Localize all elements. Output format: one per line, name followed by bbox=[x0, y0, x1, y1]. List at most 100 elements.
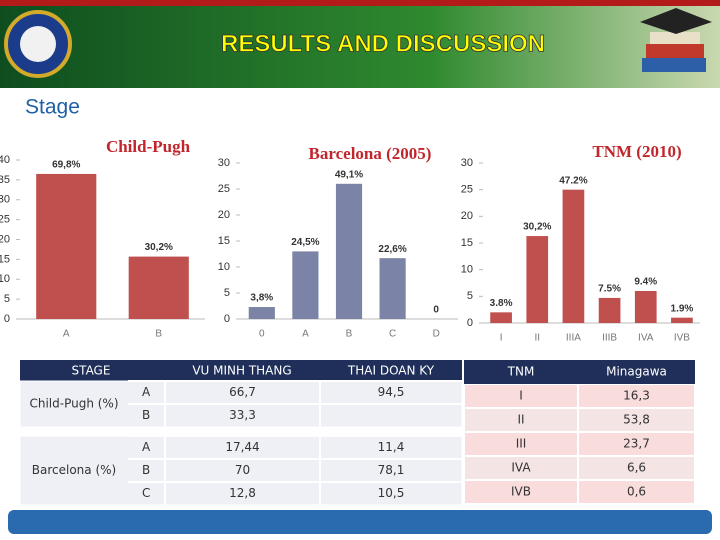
bar-annotation: 0 bbox=[433, 305, 439, 316]
x-tick-label: II bbox=[534, 333, 540, 344]
table-cell: 6,6 bbox=[627, 461, 646, 475]
bar bbox=[335, 183, 363, 319]
header-band bbox=[0, 0, 720, 88]
y-tick-label: 25 bbox=[461, 184, 473, 196]
table-cell: A bbox=[142, 440, 151, 454]
table-cell: 16,3 bbox=[623, 389, 650, 403]
bar-annotation: 47.2% bbox=[559, 175, 587, 186]
books-icon bbox=[640, 8, 712, 72]
y-tick-label: 15 bbox=[0, 253, 10, 265]
x-tick-label: I bbox=[500, 333, 503, 344]
y-tick-label: 15 bbox=[461, 237, 473, 249]
table-cell-bg bbox=[579, 409, 694, 431]
x-tick-label: IVA bbox=[638, 333, 654, 344]
bar-annotation: 49,1% bbox=[335, 169, 363, 180]
y-tick-label: 20 bbox=[461, 210, 473, 222]
header-cell: Minagawa bbox=[606, 365, 667, 379]
table-cell: III bbox=[516, 437, 527, 451]
y-tick-label: 10 bbox=[218, 261, 230, 273]
bar-annotation: 3.8% bbox=[490, 298, 513, 309]
y-tick-label: 30 bbox=[218, 157, 230, 169]
table-cell: C bbox=[142, 486, 150, 500]
x-tick-label: IVB bbox=[674, 333, 690, 344]
table-cell-bg bbox=[465, 409, 577, 431]
table-cell-bg bbox=[579, 457, 694, 479]
x-tick-label: D bbox=[433, 329, 440, 340]
table-cell: II bbox=[517, 413, 524, 427]
chart-title: TNM (2010) bbox=[592, 142, 681, 161]
table-header bbox=[464, 360, 695, 384]
bar bbox=[562, 189, 585, 323]
y-tick-label: 0 bbox=[4, 313, 10, 325]
table-cell: I bbox=[519, 389, 523, 403]
y-tick-label: 0 bbox=[224, 313, 230, 325]
x-tick-label: IIIA bbox=[566, 333, 581, 344]
bar bbox=[248, 307, 275, 319]
table-cell: 33,3 bbox=[229, 408, 256, 422]
y-tick-label: 5 bbox=[4, 293, 10, 305]
group-label: Barcelona (%) bbox=[32, 463, 116, 477]
header-cell: VU MINH THANG bbox=[192, 364, 291, 378]
group-block bbox=[19, 435, 463, 506]
bar bbox=[379, 258, 406, 319]
group-label: Child-Pugh (%) bbox=[29, 397, 118, 411]
charts: Child-Pugh 0 5 10 15 20 25 30 35 40 69,8% A 30,2% B Ba… bbox=[0, 137, 700, 344]
bar-annotation: 3,8% bbox=[250, 293, 273, 304]
y-tick-label: 15 bbox=[218, 235, 230, 247]
x-tick-label: B bbox=[155, 329, 162, 340]
y-tick-label: 5 bbox=[224, 287, 230, 299]
x-tick-label: IIIB bbox=[602, 333, 617, 344]
table-cell: 10,5 bbox=[378, 486, 405, 500]
footer-bar bbox=[8, 510, 712, 534]
bar-annotation: 1.9% bbox=[671, 303, 694, 314]
table-header bbox=[20, 360, 462, 382]
table-cell: B bbox=[142, 408, 150, 422]
y-tick-label: 30 bbox=[461, 157, 473, 169]
table-cell-bg bbox=[465, 481, 577, 503]
table-cell: IVA bbox=[511, 461, 531, 475]
header-cell: STAGE bbox=[72, 364, 111, 378]
table-cell: 12,8 bbox=[229, 486, 256, 500]
bar bbox=[598, 297, 621, 323]
y-tick-label: 35 bbox=[0, 174, 10, 186]
table-cell: IVB bbox=[511, 485, 531, 499]
table-cell: 53,8 bbox=[623, 413, 650, 427]
x-tick-label: A bbox=[63, 329, 70, 340]
bar bbox=[490, 312, 512, 323]
table-cell: 78,1 bbox=[378, 463, 405, 477]
table-cell: 94,5 bbox=[378, 385, 405, 399]
x-tick-label: B bbox=[346, 329, 353, 340]
logo-inner bbox=[20, 26, 56, 62]
table-cell: 66,7 bbox=[229, 385, 256, 399]
bar-annotation: 9.4% bbox=[634, 277, 657, 288]
y-tick-label: 20 bbox=[218, 209, 230, 221]
bar-annotation: 22,6% bbox=[378, 244, 406, 255]
bar bbox=[128, 256, 189, 319]
table-cell-bg bbox=[579, 385, 694, 407]
table-cell: 23,7 bbox=[623, 437, 650, 451]
table-cell: 17,44 bbox=[225, 440, 259, 454]
table-cell: A bbox=[142, 385, 151, 399]
chart-title: Child-Pugh bbox=[106, 137, 191, 156]
table-cell-bg bbox=[465, 433, 577, 455]
bar bbox=[292, 251, 319, 319]
y-tick-label: 20 bbox=[0, 233, 10, 245]
table-cell: 0,6 bbox=[627, 485, 646, 499]
section-title: Stage bbox=[25, 96, 80, 119]
x-tick-label: A bbox=[302, 329, 309, 340]
bar bbox=[671, 317, 693, 323]
header-cell: THAI DOAN KY bbox=[347, 364, 435, 378]
y-tick-label: 25 bbox=[218, 183, 230, 195]
table-cell-bg bbox=[465, 385, 577, 407]
slide-title: RESULTS AND DISCUSSION bbox=[221, 30, 545, 57]
x-tick-label: C bbox=[389, 329, 396, 340]
bar-annotation: 30,2% bbox=[145, 242, 173, 253]
bar bbox=[36, 173, 97, 319]
x-tick-label: 0 bbox=[259, 329, 265, 340]
y-tick-label: 25 bbox=[0, 214, 10, 226]
bar-annotation: 69,8% bbox=[52, 160, 80, 171]
header-cell: TNM bbox=[507, 365, 535, 379]
y-tick-label: 30 bbox=[0, 194, 10, 206]
chart-title: Barcelona (2005) bbox=[309, 144, 432, 163]
